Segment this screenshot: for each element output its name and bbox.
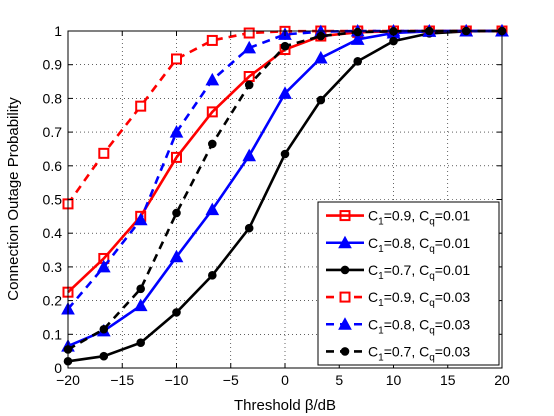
x-tick-label: −10 [165, 372, 189, 388]
legend-marker [339, 210, 351, 222]
data-point [242, 40, 257, 54]
y-axis-label: Connection Outage Probability [5, 97, 22, 301]
legend-entry: C1=0.7, Cq=0.01 [326, 262, 470, 282]
data-point [313, 50, 328, 64]
legend-entry: C1=0.9, Cq=0.03 [326, 289, 470, 309]
y-tick-label: 0.6 [43, 158, 63, 174]
data-point [98, 147, 110, 159]
legend: C1=0.9, Cq=0.01 C1=0.8, Cq=0.01 C1=0.7, Cq… [317, 201, 500, 366]
legend-entry: C1=0.8, Cq=0.01 [326, 235, 470, 255]
y-tick-label: 0.4 [43, 225, 63, 241]
data-point [136, 284, 145, 294]
y-tick-label: 0.7 [43, 124, 63, 140]
data-point [208, 139, 217, 149]
data-point-box [171, 53, 182, 65]
legend-label: C1=0.8, Cq=0.03 [368, 316, 470, 336]
data-point [278, 86, 292, 99]
y-tick-label: 1 [54, 23, 62, 39]
data-point-box [243, 27, 255, 39]
legend-marker [338, 317, 352, 330]
data-point [135, 100, 147, 112]
data-point [316, 31, 326, 41]
x-tick-label: 20 [494, 372, 510, 388]
data-point [350, 32, 365, 45]
data-point [208, 271, 217, 280]
x-tick-label: 15 [440, 372, 456, 388]
grid [68, 31, 502, 368]
legend-marker [340, 347, 350, 356]
data-point [99, 351, 109, 361]
data-point [316, 95, 326, 105]
y-tick-label: 0.1 [43, 326, 63, 342]
y-tick-label: 0.3 [43, 259, 63, 275]
legend-marker [338, 235, 352, 249]
y-tick-label: 0 [54, 360, 62, 376]
data-point [171, 151, 182, 163]
x-axis-label: Threshold β/dB [234, 397, 336, 414]
y-tick-label: 0.2 [43, 293, 63, 309]
data-point [206, 34, 218, 46]
data-point-box [98, 147, 110, 159]
data-point [280, 149, 290, 159]
data-point-box [206, 34, 218, 46]
y-tick-label: 0.5 [43, 192, 63, 208]
data-point [172, 208, 181, 218]
data-point [169, 249, 184, 263]
data-point [96, 259, 111, 273]
legend-marker [339, 291, 351, 303]
data-point [280, 41, 290, 51]
legend-entry: C1=0.8, Cq=0.03 [326, 316, 470, 336]
data-point [206, 106, 218, 118]
y-tick-label: 0.8 [43, 90, 63, 106]
x-tick-label: 0 [281, 372, 289, 388]
legend-label: C1=0.7, Cq=0.03 [368, 343, 470, 363]
legend-marker [340, 265, 350, 275]
data-point [99, 324, 109, 334]
data-point [171, 53, 182, 65]
data-point [389, 36, 398, 46]
x-tick-label: 5 [335, 372, 343, 388]
data-point [205, 72, 220, 86]
x-tick-label: 10 [386, 372, 402, 388]
legend-marker-box [339, 291, 351, 303]
data-point [243, 27, 255, 39]
legend-label: C1=0.9, Cq=0.03 [368, 289, 470, 309]
data-point [169, 125, 184, 138]
data-point [244, 80, 254, 90]
legend-label: C1=0.7, Cq=0.01 [368, 262, 470, 282]
x-tick-label: −15 [110, 372, 134, 388]
legend-label: C1=0.9, Cq=0.01 [368, 208, 470, 228]
data-point [205, 202, 220, 216]
legend-entry: C1=0.9, Cq=0.01 [326, 208, 470, 228]
x-tick-label: −5 [223, 372, 239, 388]
data-point [242, 148, 257, 162]
y-tick-label: 0.9 [43, 57, 63, 73]
data-point [353, 27, 362, 37]
x-tick-label: −20 [56, 372, 80, 388]
data-point [133, 212, 148, 226]
data-point [133, 298, 148, 312]
legend-box [317, 201, 500, 366]
legend-entry: C1=0.7, Cq=0.03 [326, 343, 470, 363]
data-point [136, 338, 145, 348]
data-point-box [135, 100, 147, 112]
data-point [172, 308, 181, 317]
data-point [244, 223, 254, 233]
data-point [353, 57, 362, 66]
legend-label: C1=0.8, Cq=0.01 [368, 235, 470, 255]
tick-layer: −20 −15 −10 −5 0 5 10 15 20 0 0.1 0.2 0.3 0.4 0.5 0.6 0.… [43, 23, 510, 388]
